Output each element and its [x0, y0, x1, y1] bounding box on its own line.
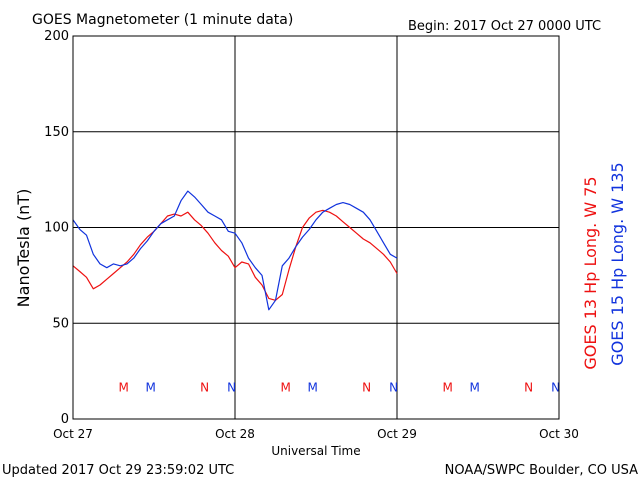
midnight-marker: M — [469, 380, 479, 394]
y-tick-label: 0 — [61, 412, 69, 427]
series-lines — [72, 190, 398, 311]
y-tick-label: 150 — [44, 125, 69, 140]
updated-timestamp: Updated 2017 Oct 29 23:59:02 UTC — [2, 463, 234, 478]
y-axis-ticks: 0 50 100 150 200 — [44, 29, 69, 427]
legend-goes15: GOES 15 Hp Long. W 135 — [608, 162, 627, 365]
midnight-marker: M — [442, 380, 452, 394]
noon-marker: N — [524, 380, 533, 394]
legend-goes13: GOES 13 Hp Long. W 75 — [581, 176, 600, 369]
source-credit: NOAA/SWPC Boulder, CO USA — [445, 463, 638, 478]
x-tick-label: Oct 29 — [377, 427, 417, 441]
x-tick-label: Oct 28 — [215, 427, 255, 441]
plot-frame — [72, 35, 560, 420]
x-tick-label: Oct 30 — [539, 427, 579, 441]
y-tick-label: 100 — [44, 221, 69, 236]
noon-marker: N — [227, 380, 236, 394]
midnight-marker: M — [145, 380, 155, 394]
noon-marker: N — [200, 380, 209, 394]
midnight-marker: M — [307, 380, 317, 394]
series-line-goes15 — [72, 190, 398, 311]
chart-title: GOES Magnetometer (1 minute data) — [32, 12, 293, 28]
series-line-goes13 — [72, 209, 398, 301]
y-axis-label: NanoTesla (nT) — [14, 189, 33, 308]
noon-marker: N — [551, 380, 560, 394]
y-tick-label: 50 — [52, 316, 69, 331]
x-axis-ticks: Oct 27 Oct 28 Oct 29 Oct 30 — [53, 427, 579, 441]
x-axis-label: Universal Time — [271, 444, 360, 458]
begin-time: Begin: 2017 Oct 27 0000 UTC — [408, 19, 601, 34]
midnight-marker: M — [280, 380, 290, 394]
y-tick-label: 200 — [44, 29, 69, 44]
noon-marker: N — [362, 380, 371, 394]
midnight-marker: M — [118, 380, 128, 394]
noon-marker: N — [389, 380, 398, 394]
grid-lines — [73, 36, 559, 419]
x-tick-label: Oct 27 — [53, 427, 93, 441]
